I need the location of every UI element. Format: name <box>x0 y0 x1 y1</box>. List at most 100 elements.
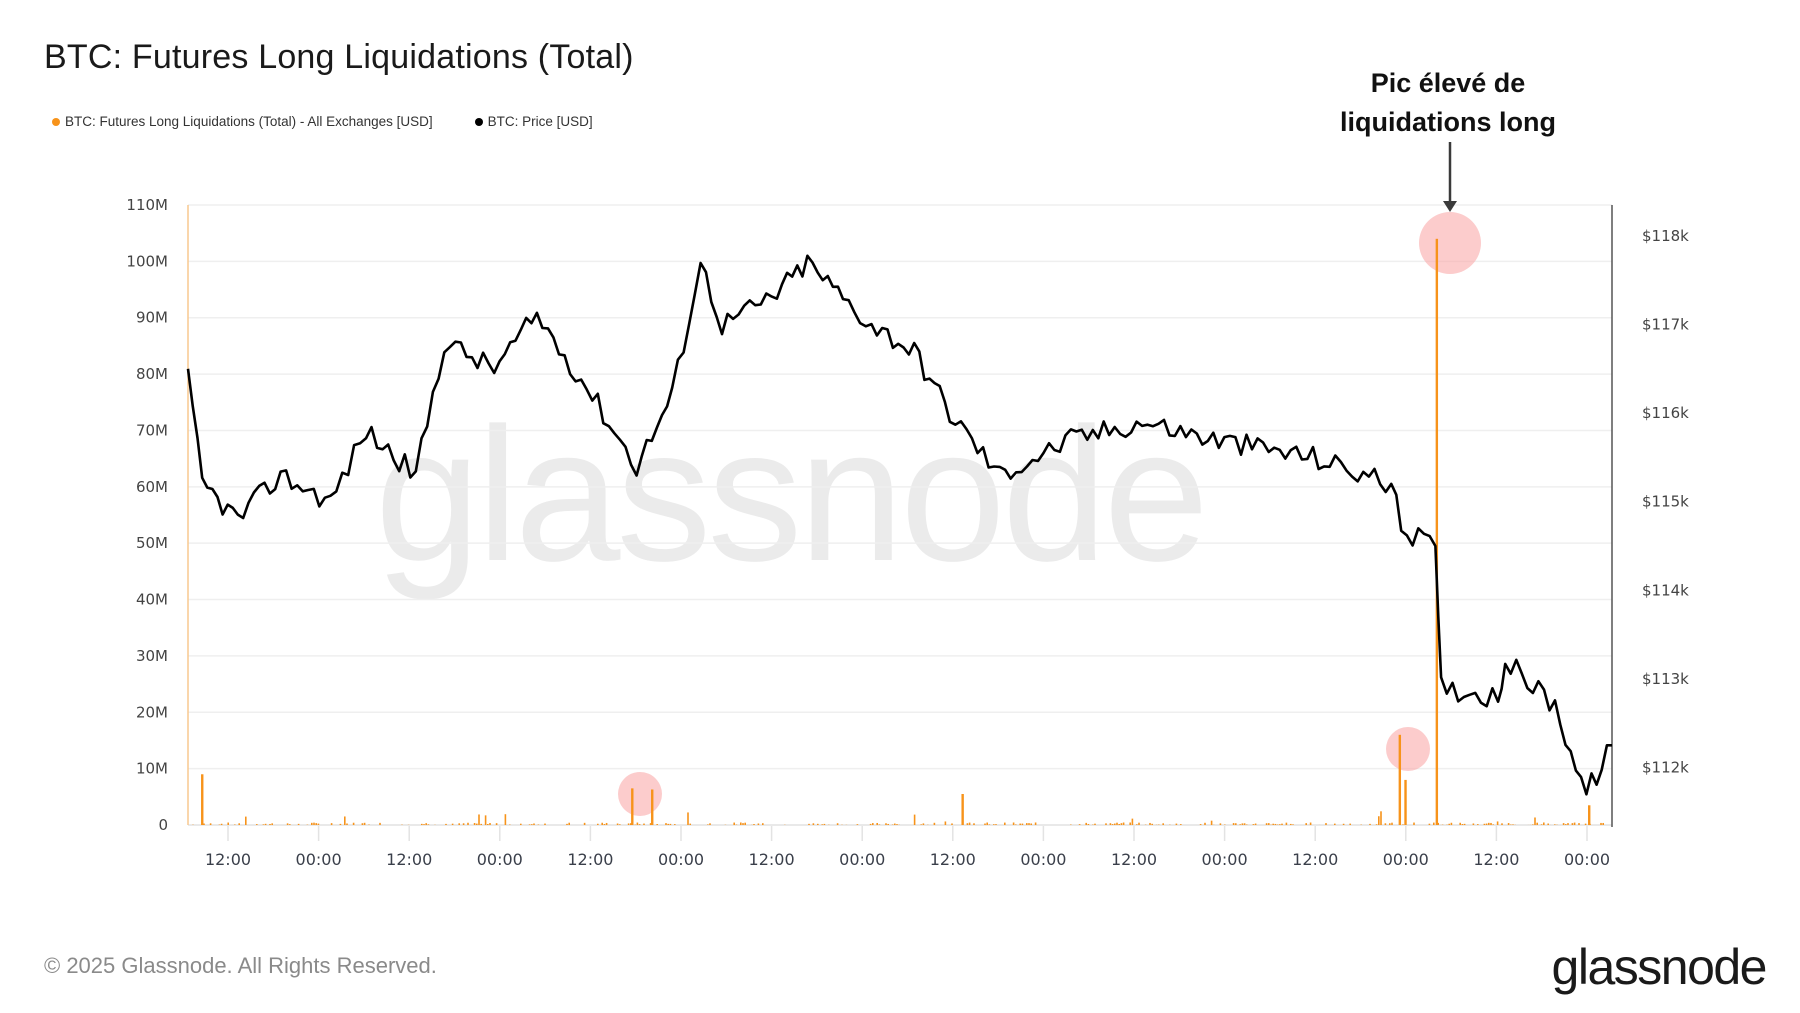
liquidation-bar <box>665 823 667 825</box>
y-right-tick-label: $117k <box>1642 316 1689 334</box>
price-line <box>186 254 1612 796</box>
liquidation-bar <box>823 823 826 825</box>
liquidation-bar <box>1131 818 1134 825</box>
liquidation-bar <box>480 823 482 825</box>
liquidation-bar <box>1309 822 1312 825</box>
liquidation-bar <box>462 823 465 825</box>
liquidation-bar <box>528 824 531 825</box>
liquidation-bar <box>885 823 887 825</box>
liquidation-bar <box>1232 823 1235 825</box>
liquidation-bar <box>1532 824 1534 825</box>
liquidation-bar <box>1507 823 1510 825</box>
liquidation-bar <box>1122 822 1125 825</box>
liquidation-bar <box>1413 822 1415 825</box>
liquidation-bar <box>740 822 742 825</box>
liquidation-bar <box>489 823 491 825</box>
liquidation-bar <box>1116 822 1118 825</box>
liquidation-bar <box>264 823 267 825</box>
x-tick-label: 00:00 <box>1202 850 1248 869</box>
liquidation-bar <box>689 823 691 825</box>
liquidation-bar <box>1136 824 1138 825</box>
liquidation-bar <box>317 823 320 825</box>
liquidation-bar <box>473 823 476 825</box>
liquidation-bar <box>427 824 430 825</box>
liquidation-bar <box>821 824 823 825</box>
liquidation-bar <box>1565 824 1567 825</box>
highlight-circle <box>1419 212 1481 274</box>
liquidation-bar <box>707 824 709 825</box>
liquidation-bar <box>1547 823 1549 825</box>
liquidation-bar <box>1496 821 1499 825</box>
liquidation-bar <box>878 824 881 825</box>
glassnode-logo: glassnode <box>1551 939 1768 995</box>
liquidation-bar <box>425 823 427 825</box>
y-left-tick-label: 90M <box>136 309 168 327</box>
liquidation-bar <box>203 823 205 825</box>
liquidation-bar <box>568 822 570 825</box>
liquidation-bar <box>269 823 271 825</box>
highlight-circle <box>618 772 662 816</box>
liquidation-bar <box>1477 824 1479 825</box>
liquidation-bar <box>467 822 469 825</box>
legend-item-liquidations[interactable]: BTC: Futures Long Liquidations (Total) -… <box>52 114 433 129</box>
liquidation-bar <box>1334 823 1336 825</box>
liquidation-bar <box>1268 823 1270 825</box>
liquidation-bar-spike <box>1404 779 1407 825</box>
liquidation-bar <box>361 823 364 825</box>
liquidation-bar <box>476 823 478 825</box>
y-right-tick-label: $118k <box>1642 227 1689 245</box>
liquidation-bar <box>1087 823 1090 825</box>
liquidation-bar <box>1199 824 1202 825</box>
liquidation-bar <box>1241 823 1244 825</box>
liquidation-bar <box>1562 823 1565 825</box>
x-tick-label: 12:00 <box>205 850 251 869</box>
x-tick-label: 12:00 <box>567 850 613 869</box>
y-left-tick-label: 80M <box>136 365 168 383</box>
liquidation-bar <box>876 822 878 825</box>
liquidation-bar <box>313 822 315 825</box>
liquidation-bar <box>951 823 953 825</box>
liquidation-bar <box>649 823 652 825</box>
liquidation-bar <box>478 814 480 825</box>
liquidation-bar-spike <box>651 789 654 825</box>
liquidation-bar <box>744 822 746 825</box>
y-left-tick-label: 50M <box>136 534 168 552</box>
liquidation-bar <box>619 824 621 825</box>
liquidation-bar <box>1004 822 1006 825</box>
y-left-tick-label: 20M <box>136 703 168 721</box>
liquidation-bar <box>1272 823 1274 825</box>
liquidation-bar <box>1285 822 1288 825</box>
liquidation-bar <box>330 823 333 825</box>
liquidation-bar <box>1129 822 1131 825</box>
liquidation-bar <box>311 822 313 825</box>
liquidation-bar <box>1571 823 1574 825</box>
legend-item-price[interactable]: BTC: Price [USD] <box>474 114 593 129</box>
y-left-tick-label: 40M <box>136 591 168 609</box>
liquidation-bar <box>1120 823 1123 825</box>
liquidation-bar <box>709 823 711 825</box>
liquidation-bar <box>808 823 810 825</box>
liquidation-bar <box>315 823 317 825</box>
liquidation-bar <box>603 824 606 825</box>
liquidation-bar <box>1292 824 1294 825</box>
liquidation-bar-spike <box>1398 734 1402 825</box>
y-right-tick-label: $115k <box>1642 493 1689 511</box>
liquidation-bar <box>1534 817 1536 825</box>
liquidation-bar <box>669 823 672 825</box>
x-tick-label: 00:00 <box>839 850 885 869</box>
liquidation-bar <box>1472 823 1475 825</box>
liquidation-bar <box>1281 823 1283 825</box>
liquidation-bar <box>1463 823 1466 825</box>
liquidation-bar <box>1450 822 1453 825</box>
liquidation-bar-spike <box>1588 805 1591 825</box>
liquidation-bar <box>616 823 619 825</box>
liquidation-bar <box>1349 823 1351 825</box>
liquidation-bar <box>531 824 533 825</box>
liquidation-bar <box>1428 823 1431 825</box>
liquidation-bar <box>504 814 507 825</box>
liquidation-bar <box>605 822 608 825</box>
legend: BTC: Futures Long Liquidations (Total) -… <box>52 114 593 129</box>
liquidation-bar <box>1305 823 1307 825</box>
x-tick-label: 00:00 <box>1020 850 1066 869</box>
liquidation-bar <box>1265 823 1268 825</box>
